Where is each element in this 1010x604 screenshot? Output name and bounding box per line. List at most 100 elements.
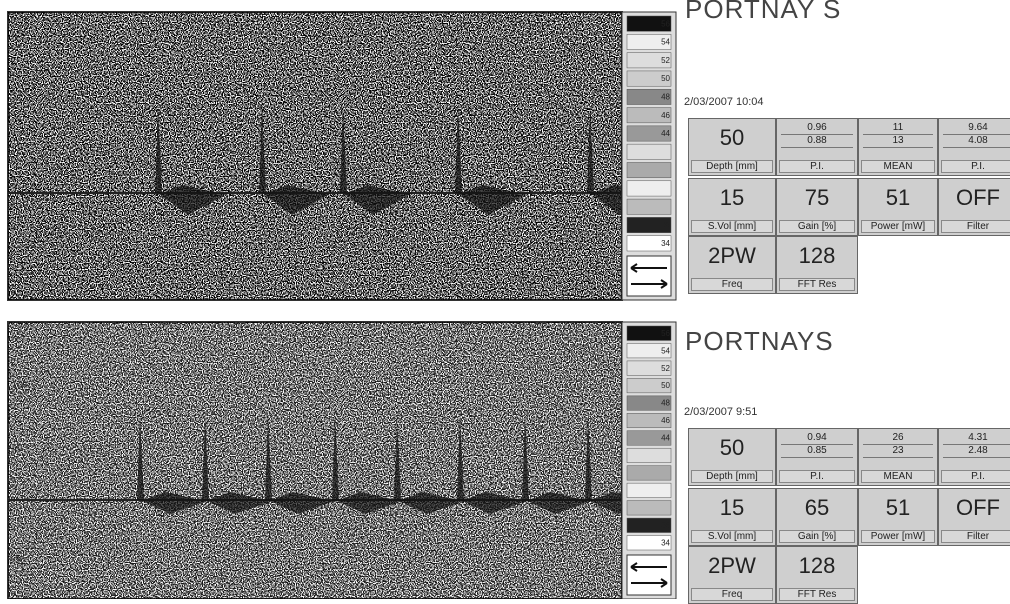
- measure-value: 0.96: [781, 122, 853, 135]
- scale-swatch: [627, 501, 671, 515]
- axis-label: -50: [12, 554, 25, 564]
- cell-label: Power [mW]: [861, 530, 935, 543]
- cell-value: 15: [689, 185, 775, 211]
- patient-name: PORTNAY S: [685, 0, 841, 25]
- measure-value: 0.94: [781, 432, 853, 445]
- scale-label: 36: [661, 521, 670, 530]
- cell-value: 128: [777, 243, 857, 269]
- measure-value: 9.64: [943, 122, 1010, 135]
- scale-label: 48: [661, 399, 670, 408]
- value-cell: OFFFilter: [938, 488, 1010, 546]
- scale-label: 56: [661, 19, 670, 28]
- cell-value: OFF: [939, 185, 1010, 211]
- value-cell: 51 Power [mW]: [858, 178, 938, 236]
- measure-value: 4.08: [943, 135, 1010, 148]
- scale-label: 50: [661, 381, 670, 390]
- measure-value: 13: [863, 135, 933, 148]
- arrow-icon: [627, 256, 671, 296]
- scale-swatch: [627, 181, 671, 196]
- scale-label: 36: [661, 221, 670, 230]
- scale-swatch: [627, 162, 671, 177]
- scale-label: 34: [661, 239, 670, 248]
- cell-label: FFT Res: [779, 278, 855, 291]
- value-cell: 128FFT Res: [776, 546, 858, 604]
- cell-label: Freq: [691, 588, 773, 601]
- cell-value: 51: [859, 185, 937, 211]
- cell-label: MEAN: [861, 470, 935, 483]
- measure-value: 23: [863, 445, 933, 458]
- scale-label: 44: [661, 129, 670, 138]
- value-cell: 65 Gain [%]: [776, 488, 858, 546]
- value-cell: 2PW Freq: [688, 546, 776, 604]
- scale-label: 46: [661, 111, 670, 120]
- cell-value: 65: [777, 495, 857, 521]
- scale-label: 46: [661, 416, 670, 425]
- measure-value: 0.88: [781, 135, 853, 148]
- cell-label: Gain [%]: [779, 220, 855, 233]
- arrow-icon: [627, 555, 671, 595]
- scale-label: 54: [661, 346, 670, 355]
- measure-value: 26: [863, 432, 933, 445]
- date-time: 2/03/2007 9:51: [684, 406, 757, 418]
- value-cell: 15 S.Vol [mm]: [688, 178, 776, 236]
- patient-name: PORTNAYS: [685, 326, 834, 357]
- measure-value: 0.85: [781, 445, 853, 458]
- scale-label: 56: [661, 329, 670, 338]
- cell-value: 2PW: [689, 553, 775, 579]
- scale-swatch: [627, 448, 671, 462]
- scale-swatch: [627, 483, 671, 497]
- cell-label: FFT Res: [779, 588, 855, 601]
- value-cell: 51 Power [mW]: [858, 488, 938, 546]
- cell-value: 50: [689, 125, 775, 151]
- cell-label: P.I.: [779, 160, 855, 173]
- cell-label: Depth [mm]: [691, 160, 773, 173]
- scale-swatch: [627, 199, 671, 214]
- value-cell: 128 FFT Res: [776, 236, 858, 294]
- cell-value: 2PW: [689, 243, 775, 269]
- measure-cell: 0.960.88 P.I.: [776, 118, 858, 176]
- measure-value: 11: [863, 122, 933, 135]
- color-scale-bottom: 56 54 52 50 48 46 44 36 34: [622, 322, 676, 599]
- scale-label: 54: [661, 38, 670, 47]
- cell-label: Gain [%]: [779, 530, 855, 543]
- date-time: 2/03/2007 10:04: [684, 96, 764, 108]
- scale-label: 34: [661, 538, 670, 547]
- scale-label: 52: [661, 364, 670, 373]
- scale-swatch: [627, 144, 671, 159]
- measure-value: 4.31: [943, 432, 1010, 445]
- spectrogram-bottom: 100 50 -50: [8, 322, 658, 599]
- cell-value: OFF: [939, 495, 1010, 521]
- axis-label: 50: [12, 442, 22, 452]
- scale-label: 44: [661, 434, 670, 443]
- cell-label: MEAN: [861, 160, 935, 173]
- scale-swatch: [627, 466, 671, 480]
- cell-value: 50: [689, 435, 775, 461]
- cell-value: 75: [777, 185, 857, 211]
- cell-label: P.I.: [779, 470, 855, 483]
- measure-value: 2.48: [943, 445, 1010, 458]
- cell-value: 51: [859, 495, 937, 521]
- cell-label: Power [mW]: [861, 220, 935, 233]
- cell-label: S.Vol [mm]: [691, 220, 773, 233]
- scale-label: 52: [661, 56, 670, 65]
- value-cell: 50 Depth [mm]: [688, 118, 776, 176]
- cell-label: S.Vol [mm]: [691, 530, 773, 543]
- cell-label: P.I.: [941, 160, 1010, 173]
- cell-label: Freq: [691, 278, 773, 291]
- axis-label: 100: [12, 379, 27, 389]
- cell-label: P.I.: [941, 470, 1010, 483]
- cell-label: Depth [mm]: [691, 470, 773, 483]
- measure-cell: 1113 MEAN: [858, 118, 938, 176]
- scale-label: 48: [661, 92, 670, 101]
- value-cell: 2PW Freq: [688, 236, 776, 294]
- value-cell: 75 Gain [%]: [776, 178, 858, 236]
